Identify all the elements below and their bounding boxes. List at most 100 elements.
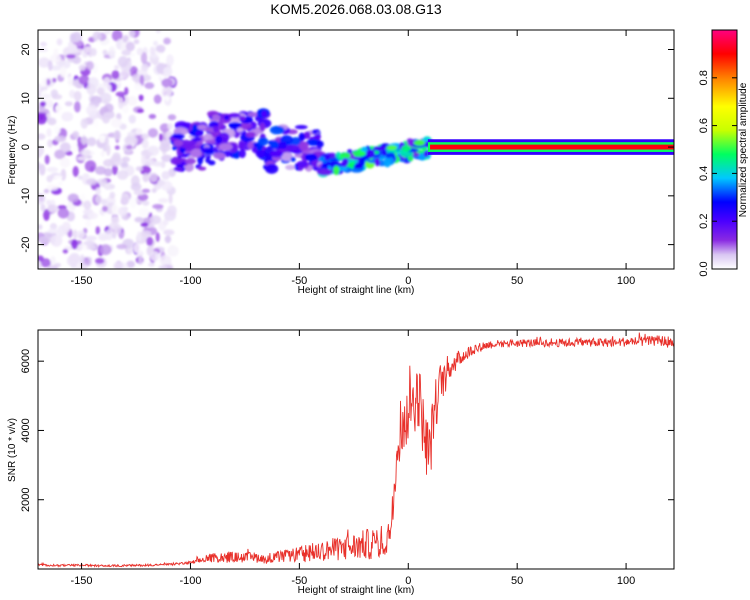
spectrogram-cell xyxy=(120,193,130,205)
spectrogram-cell xyxy=(38,261,42,269)
spectrogram-cell xyxy=(156,44,166,53)
spectrogram-cell xyxy=(131,73,142,83)
x-tick-label: 100 xyxy=(617,575,635,587)
spectrogram-cell xyxy=(49,54,62,63)
spectrogram-cell xyxy=(39,163,46,176)
spectrogram-cell xyxy=(78,75,90,85)
spectrogram-cell xyxy=(161,171,170,180)
spectrogram-cell xyxy=(353,163,364,169)
spectrogram-cell xyxy=(73,90,82,102)
snr-x-axis: -150 -100 -50 0 50 100 xyxy=(71,330,635,587)
spectrogram-cell xyxy=(84,235,97,241)
spectrogram-cell xyxy=(351,150,366,157)
spectrogram-cell xyxy=(38,113,48,125)
spectrogram-frame xyxy=(37,29,675,270)
spectrogram-cell xyxy=(153,94,162,104)
spectrogram-cell xyxy=(126,260,135,268)
spectrogram-cell xyxy=(339,152,351,159)
spectrogram-cell xyxy=(54,149,66,160)
spectrogram-cell xyxy=(106,144,111,156)
spectrogram-cell xyxy=(173,139,184,147)
spectrogram-cell xyxy=(170,156,183,165)
spectrogram-cell xyxy=(137,193,149,201)
spectrogram-cell xyxy=(49,223,58,230)
spectrogram-cell xyxy=(138,254,143,265)
spectrogram-cell xyxy=(317,168,332,176)
spectrogram-cell xyxy=(124,135,136,145)
spectrogram-cell xyxy=(142,173,150,183)
spectrogram-cell xyxy=(172,133,185,139)
spectrogram-cell xyxy=(112,152,121,163)
spectrogram-cell xyxy=(87,137,97,147)
spectrogram-cell xyxy=(121,156,130,163)
spectrogram-image xyxy=(38,30,674,269)
spectrogram-cell xyxy=(117,206,128,217)
y-tick-label: -20 xyxy=(20,237,32,253)
spectrogram-cell xyxy=(265,163,279,174)
spectrogram-cell xyxy=(48,204,59,213)
spectrogram-cell xyxy=(238,115,246,121)
colorbar: 0.0 0.2 0.4 0.6 0.8 Normalized spectral ampl… xyxy=(698,29,749,277)
snr-x-label: Height of straight line (km) xyxy=(298,585,415,596)
spectrogram-cell xyxy=(80,136,88,145)
spectrogram-cell xyxy=(413,139,426,146)
spectrogram-cell xyxy=(167,205,177,217)
spectrogram-cell xyxy=(136,231,142,243)
spectrogram-cell xyxy=(159,111,167,119)
spectrogram-cell xyxy=(96,39,101,50)
spectrogram-cell xyxy=(133,83,143,91)
spectrogram-cell xyxy=(311,129,318,135)
spectrogram-cell xyxy=(255,150,267,158)
spectrogram-cell xyxy=(195,131,203,136)
spectrogram-cell xyxy=(163,229,175,236)
colorbar-ticks: 0.0 0.2 0.4 0.6 0.8 xyxy=(698,70,737,277)
spectrogram-cell xyxy=(130,182,142,191)
spectrogram-cell xyxy=(168,168,176,178)
spectrogram-cell xyxy=(111,30,123,42)
spectrogram-cell xyxy=(164,235,172,244)
spectrogram-cell xyxy=(72,229,78,240)
spectrogram-cell xyxy=(141,139,149,150)
spectrogram-cell xyxy=(134,216,144,223)
spectrogram-cell xyxy=(290,137,301,146)
spectrogram-cell xyxy=(111,203,119,216)
spectrogram-cell xyxy=(128,114,136,124)
spectrogram-cell xyxy=(38,161,41,170)
spectrogram-cell xyxy=(151,188,157,193)
colorbar-tick-label: 0.4 xyxy=(698,166,710,181)
spectrogram-cell xyxy=(67,75,73,88)
spectrogram-cell xyxy=(80,254,85,264)
spectrogram-cell xyxy=(104,30,111,35)
spectrogram-cell xyxy=(104,182,110,191)
spectrogram-cell xyxy=(84,259,90,265)
spectrogram-cell xyxy=(163,66,173,77)
spectrogram-cell xyxy=(103,159,115,167)
spectrogram-cell xyxy=(38,236,51,245)
spectrogram-cell xyxy=(314,134,322,139)
spectrogram-cell xyxy=(259,122,266,132)
spectrogram-cell xyxy=(304,153,318,162)
spectrogram-cell xyxy=(218,143,233,151)
spectrogram-cell xyxy=(238,149,246,159)
spectrogram-cell xyxy=(197,154,204,165)
spectrogram-cell xyxy=(236,127,244,133)
spectrogram-cell xyxy=(122,104,129,114)
y-tick-label: 4000 xyxy=(20,418,32,442)
spectrogram-cell xyxy=(374,158,380,167)
spectrogram-cell xyxy=(215,135,222,144)
spectrogram-cell xyxy=(167,114,177,121)
spectrogram-cell xyxy=(113,261,124,269)
spectrogram-cell xyxy=(192,137,202,142)
snr-series-line xyxy=(38,332,674,568)
spectrogram-cell xyxy=(115,91,126,97)
colorbar-tick-label: 0.8 xyxy=(698,70,710,85)
x-tick-label: -100 xyxy=(179,575,201,587)
spectrogram-cell xyxy=(228,113,241,118)
spectrogram-cell xyxy=(57,207,70,219)
spectrogram-cell xyxy=(38,224,43,230)
spectrogram-cell xyxy=(95,226,101,235)
spectrogram-cell xyxy=(224,149,231,158)
spectrogram-cell xyxy=(50,255,56,265)
spectrogram-cell xyxy=(87,212,99,220)
